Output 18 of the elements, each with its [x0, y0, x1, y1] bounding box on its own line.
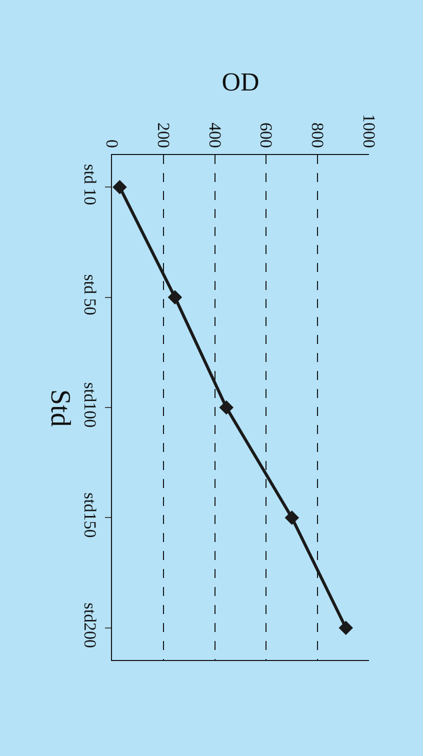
x-tick-label: 800	[308, 122, 328, 148]
point	[112, 180, 127, 194]
y-axis-title: Std	[44, 389, 76, 427]
x-tick-label: 0	[102, 140, 122, 148]
y-tick-label: std200	[80, 602, 100, 648]
point	[219, 400, 234, 415]
x-tick-label: 1000	[359, 114, 378, 148]
x-tick-label: 200	[154, 122, 173, 148]
y-tick-label: std150	[80, 492, 100, 538]
y-tick-label: std100	[80, 382, 100, 428]
point	[338, 620, 354, 636]
x-axis-title: OD	[222, 67, 260, 96]
x-tick-label: 400	[205, 122, 224, 148]
y-tick-label: std 10	[80, 164, 100, 206]
y-tick-label: std 50	[80, 274, 100, 316]
x-tick-label: 600	[256, 122, 276, 148]
point	[168, 290, 182, 304]
point	[284, 510, 300, 525]
